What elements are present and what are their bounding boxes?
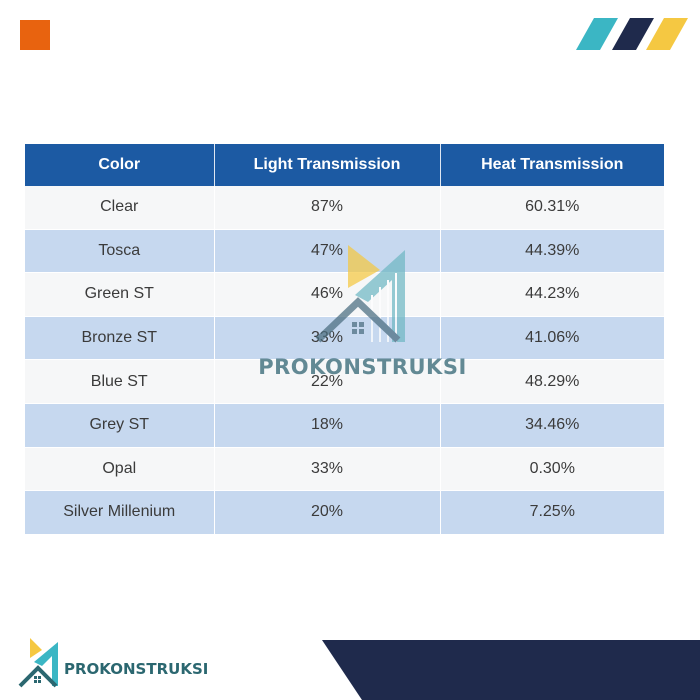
cell-light: 87% [214, 186, 441, 230]
cell-color: Tosca [25, 229, 215, 273]
cell-color: Bronze ST [25, 316, 215, 360]
cell-light: 46% [214, 272, 441, 317]
cell-light: 33% [214, 316, 441, 360]
table-header-row: Color Light Transmission Heat Transmissi… [25, 144, 664, 186]
table-row: Bronze ST 33% 41.06% [25, 316, 664, 360]
cell-color: Silver Millenium [25, 490, 215, 535]
table-row: Opal 33% 0.30% [25, 447, 664, 491]
table-row: Clear 87% 60.31% [25, 186, 664, 230]
cell-color: Blue ST [25, 359, 215, 404]
cell-color: Grey ST [25, 403, 215, 448]
cell-color: Clear [25, 186, 215, 230]
cell-color: Green ST [25, 272, 215, 317]
footer-brand-text: PROKONSTRUKSI [64, 660, 209, 678]
transmission-table-container: Color Light Transmission Heat Transmissi… [25, 144, 664, 535]
table-row: Grey ST 18% 34.46% [25, 403, 664, 448]
header-light-transmission: Light Transmission [214, 144, 441, 186]
table-row: Tosca 47% 44.39% [25, 229, 664, 273]
cell-heat: 44.39% [440, 229, 664, 273]
table-row: Silver Millenium 20% 7.25% [25, 490, 664, 535]
transmission-table: Color Light Transmission Heat Transmissi… [25, 144, 664, 535]
house-building-logo-icon [18, 638, 58, 688]
cell-heat: 48.29% [440, 359, 664, 404]
table-row: Blue ST 22% 48.29% [25, 359, 664, 404]
cell-heat: 34.46% [440, 403, 664, 448]
cell-heat: 7.25% [440, 490, 664, 535]
cell-heat: 41.06% [440, 316, 664, 360]
diagonal-stripes-decoration [576, 18, 688, 50]
cell-light: 47% [214, 229, 441, 273]
cell-heat: 60.31% [440, 186, 664, 230]
cell-light: 18% [214, 403, 441, 448]
cell-color: Opal [25, 447, 215, 491]
header-color: Color [25, 144, 215, 186]
cell-light: 22% [214, 359, 441, 404]
orange-square-decoration [20, 20, 50, 50]
cell-heat: 0.30% [440, 447, 664, 491]
cell-light: 33% [214, 447, 441, 491]
cell-light: 20% [214, 490, 441, 535]
header-heat-transmission: Heat Transmission [440, 144, 664, 186]
cell-heat: 44.23% [440, 272, 664, 317]
table-row: Green ST 46% 44.23% [25, 272, 664, 317]
footer-navy-band [322, 640, 700, 700]
